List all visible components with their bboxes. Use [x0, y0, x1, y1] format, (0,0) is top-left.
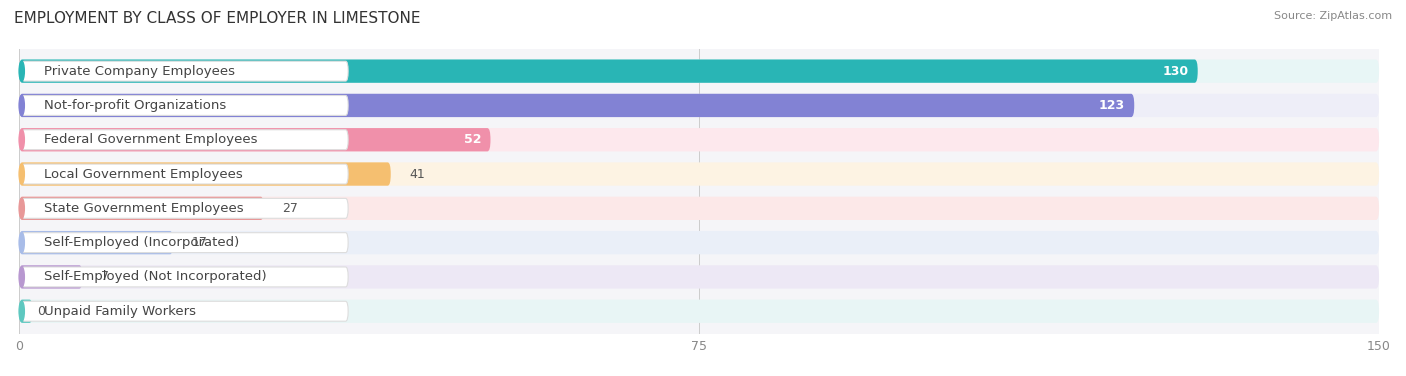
Text: 27: 27: [283, 202, 298, 215]
Text: EMPLOYMENT BY CLASS OF EMPLOYER IN LIMESTONE: EMPLOYMENT BY CLASS OF EMPLOYER IN LIMES…: [14, 11, 420, 26]
FancyBboxPatch shape: [20, 59, 1198, 83]
Circle shape: [20, 164, 24, 184]
Text: Self-Employed (Incorporated): Self-Employed (Incorporated): [45, 236, 239, 249]
FancyBboxPatch shape: [20, 162, 391, 186]
Text: 41: 41: [409, 168, 425, 180]
Circle shape: [20, 267, 24, 287]
Text: Local Government Employees: Local Government Employees: [45, 168, 243, 180]
Circle shape: [20, 301, 24, 321]
FancyBboxPatch shape: [20, 300, 1379, 323]
Text: 52: 52: [464, 133, 481, 146]
FancyBboxPatch shape: [21, 61, 349, 81]
Text: 7: 7: [101, 270, 108, 284]
Circle shape: [20, 130, 24, 150]
Text: Federal Government Employees: Federal Government Employees: [45, 133, 257, 146]
Circle shape: [20, 233, 24, 253]
FancyBboxPatch shape: [21, 164, 349, 184]
Text: Source: ZipAtlas.com: Source: ZipAtlas.com: [1274, 11, 1392, 21]
Text: Self-Employed (Not Incorporated): Self-Employed (Not Incorporated): [45, 270, 267, 284]
FancyBboxPatch shape: [20, 231, 1379, 254]
Text: Not-for-profit Organizations: Not-for-profit Organizations: [45, 99, 226, 112]
FancyBboxPatch shape: [20, 231, 173, 254]
FancyBboxPatch shape: [20, 128, 491, 152]
FancyBboxPatch shape: [21, 96, 349, 115]
FancyBboxPatch shape: [20, 94, 1379, 117]
FancyBboxPatch shape: [20, 162, 1379, 186]
Text: 123: 123: [1099, 99, 1125, 112]
Text: State Government Employees: State Government Employees: [45, 202, 245, 215]
Text: 0: 0: [37, 305, 45, 318]
FancyBboxPatch shape: [20, 128, 1379, 152]
FancyBboxPatch shape: [20, 197, 264, 220]
FancyBboxPatch shape: [21, 267, 349, 287]
FancyBboxPatch shape: [20, 59, 1379, 83]
Circle shape: [20, 199, 24, 218]
FancyBboxPatch shape: [20, 265, 83, 289]
FancyBboxPatch shape: [21, 130, 349, 150]
Circle shape: [20, 96, 24, 115]
Text: Unpaid Family Workers: Unpaid Family Workers: [45, 305, 197, 318]
Text: 17: 17: [191, 236, 207, 249]
Text: Private Company Employees: Private Company Employees: [45, 65, 235, 77]
FancyBboxPatch shape: [21, 233, 349, 253]
FancyBboxPatch shape: [20, 300, 32, 323]
FancyBboxPatch shape: [21, 301, 349, 321]
Circle shape: [20, 61, 24, 81]
FancyBboxPatch shape: [20, 265, 1379, 289]
FancyBboxPatch shape: [20, 197, 1379, 220]
Text: 130: 130: [1163, 65, 1188, 77]
FancyBboxPatch shape: [20, 94, 1135, 117]
FancyBboxPatch shape: [21, 199, 349, 218]
